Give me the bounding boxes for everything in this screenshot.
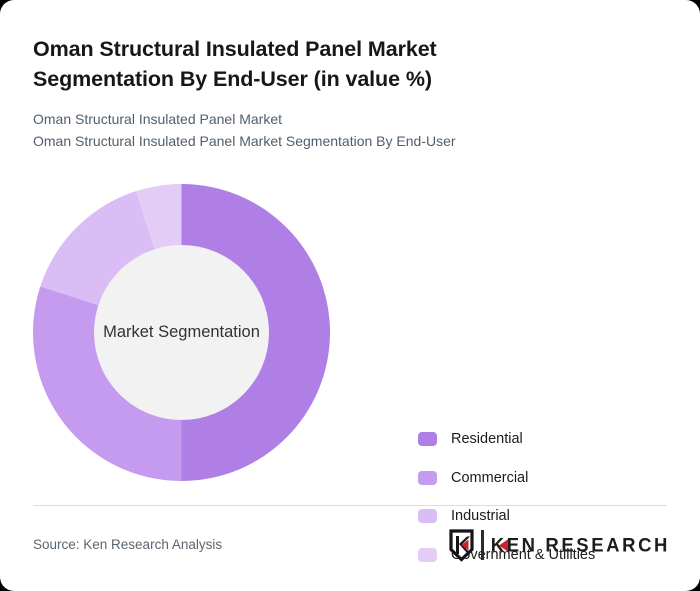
- donut-center: Market Segmentation: [94, 245, 269, 420]
- logo-wordmark-rest: EN RESEARCH: [506, 533, 670, 556]
- legend-item-government-utilities[interactable]: Government & Utilities: [418, 536, 595, 575]
- legend-label: Government & Utilities: [451, 546, 596, 563]
- legend-item-commercial[interactable]: Commercial: [418, 459, 595, 498]
- ken-research-shield-icon: [449, 528, 474, 562]
- legend-swatch-icon: [418, 432, 437, 447]
- subtitle-block: Oman Structural Insulated Panel Market O…: [33, 108, 653, 152]
- legend-label: Commercial: [451, 469, 529, 486]
- logo-wordmark: K EN RESEARCH: [491, 533, 670, 556]
- footer-divider: [33, 505, 667, 506]
- legend-swatch-icon: [418, 547, 437, 562]
- legend: Residential Commercial Industrial Governmen…: [418, 420, 595, 574]
- legend-label: Industrial: [451, 508, 510, 525]
- page-title: Oman Structural Insulated Panel Market S…: [33, 37, 437, 91]
- subtitle-line-2: Oman Structural Insulated Panel Market S…: [33, 133, 456, 149]
- ken-research-logo: K EN RESEARCH: [448, 527, 670, 563]
- logo-k-triangle-icon: [498, 539, 508, 552]
- donut-slices[interactable]: Market Segmentation: [33, 184, 330, 481]
- legend-item-industrial[interactable]: Industrial: [418, 497, 595, 536]
- legend-item-residential[interactable]: Residential: [418, 420, 595, 459]
- donut-chart: Market Segmentation Residential Commercia…: [0, 170, 700, 563]
- legend-swatch-icon: [418, 470, 437, 485]
- subtitle-line-1: Oman Structural Insulated Panel Market: [33, 111, 283, 127]
- legend-swatch-icon: [418, 509, 437, 524]
- legend-label: Residential: [451, 431, 523, 448]
- source-note: Source: Ken Research Analysis: [33, 537, 223, 552]
- logo-wordmark-k: K: [490, 533, 508, 556]
- logo-separator: [480, 530, 484, 560]
- donut-center-label: Market Segmentation: [103, 323, 260, 341]
